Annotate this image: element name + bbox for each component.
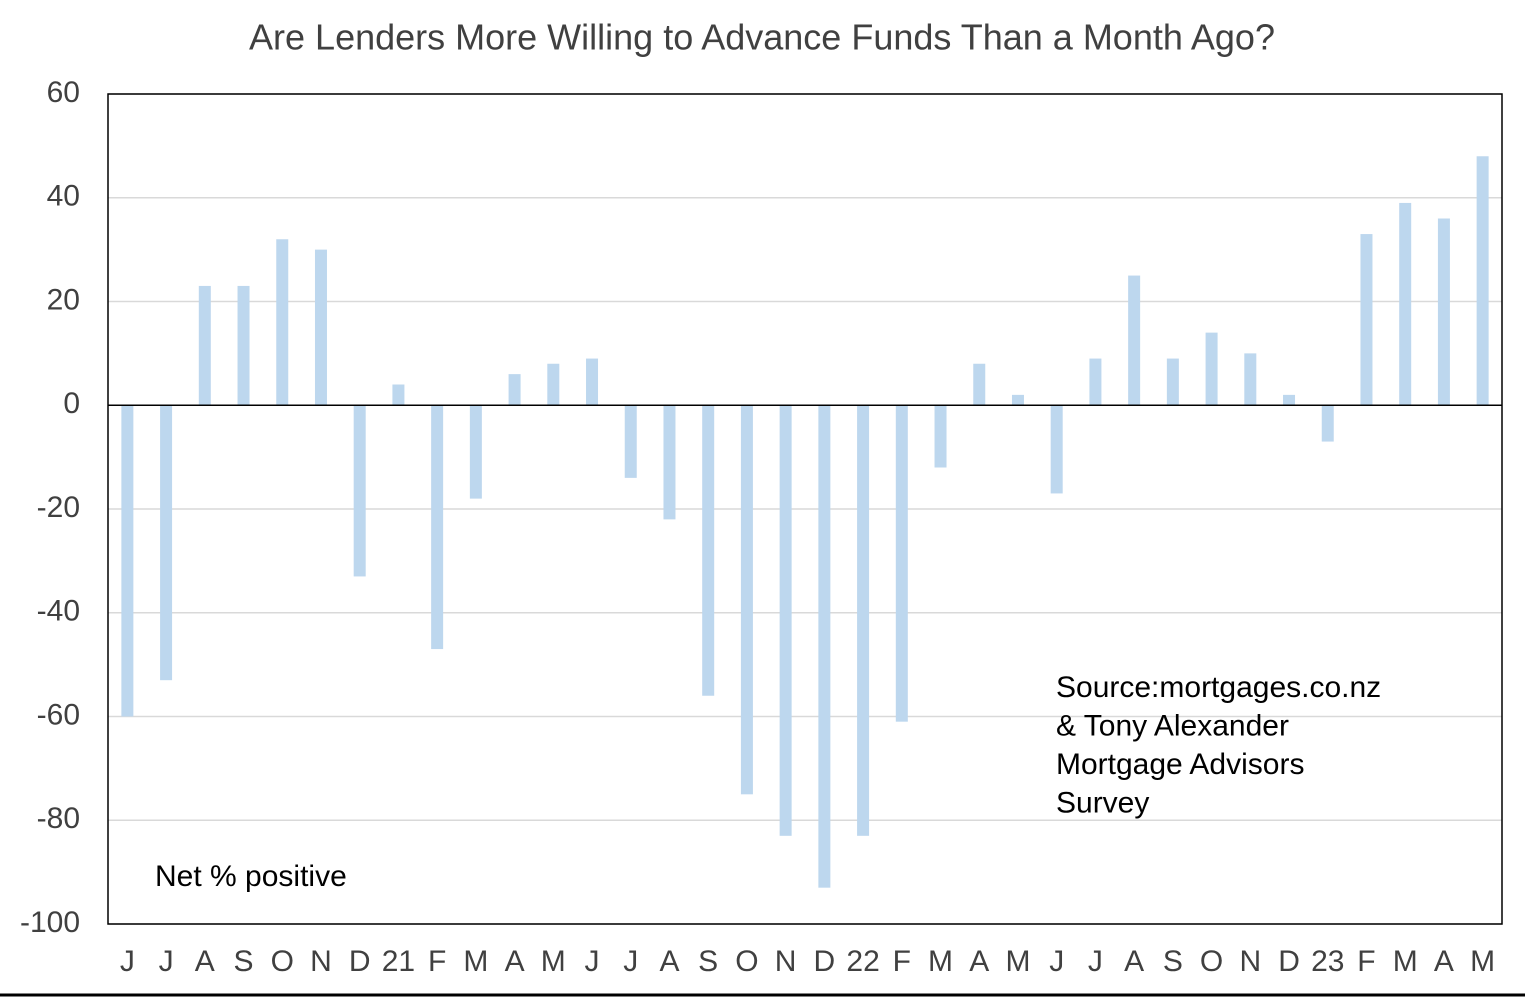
bar [1437,218,1450,406]
x-tick-label: S [698,945,718,978]
bar [663,405,676,520]
y-tick-label: 20 [47,283,80,316]
x-tick-label: M [1470,945,1495,978]
x-tick-label: 21 [382,945,415,978]
x-tick-label: D [1278,945,1300,978]
bar [779,405,792,836]
x-tick-label: J [623,945,638,978]
bar [818,405,831,888]
bar [1166,358,1179,406]
bar [1283,394,1296,406]
x-tick-label: S [1163,945,1183,978]
y-tick-label: 60 [47,76,80,109]
bar [1089,358,1102,406]
x-tick-label: N [775,945,797,978]
chart-title: Are Lenders More Willing to Advance Fund… [249,17,1275,58]
bar [857,405,870,836]
bar [1476,156,1489,406]
x-tick-label: S [234,945,254,978]
plot-frame [107,93,1503,925]
bar [276,239,289,406]
bar [1205,332,1218,406]
bar [237,285,250,406]
x-tick-label: F [428,945,446,978]
source-note: Mortgage Advisors [1056,748,1304,781]
source-note: Source:mortgages.co.nz [1056,671,1381,704]
x-tick-label: F [1357,945,1375,978]
source-note: & Tony Alexander [1056,709,1289,742]
y-tick-label: -80 [37,802,80,835]
y-tick-label: 0 [63,387,80,420]
bar [586,358,599,406]
x-tick-label: D [814,945,836,978]
y-tick-label: -40 [37,595,80,628]
x-tick-label: J [120,945,135,978]
x-tick-label: N [1239,945,1261,978]
x-tick-label: A [195,945,215,978]
bar [508,374,521,406]
bar [1128,275,1141,406]
bar [392,384,405,406]
x-tick-label: J [1088,945,1103,978]
bar [895,405,908,722]
bar [314,249,327,406]
bar [353,405,366,577]
bar [624,405,637,478]
unit-note: Net % positive [155,860,347,893]
x-tick-label: J [159,945,174,978]
y-tick-label: -20 [37,491,80,524]
bar [1050,405,1063,494]
x-tick-label: 23 [1311,945,1344,978]
bar [934,405,947,468]
source-note: Survey [1056,786,1149,819]
y-tick-label: -60 [37,698,80,731]
bar [973,363,986,406]
x-tick-label: M [1005,945,1030,978]
x-tick-label: A [659,945,679,978]
x-tick-label: A [1434,945,1454,978]
bar [431,405,444,650]
x-tick-label: M [1393,945,1418,978]
y-tick-label: 40 [47,180,80,213]
bar [547,363,560,406]
x-tick-label: 22 [846,945,879,978]
bar [1011,394,1024,406]
bar [1360,234,1373,406]
bar [1321,405,1334,442]
bar [198,285,211,406]
bar [160,405,173,681]
x-tick-label: A [505,945,525,978]
bar [121,405,134,717]
x-tick-label: F [893,945,911,978]
x-tick-label: J [1049,945,1064,978]
x-tick-label: O [1200,945,1223,978]
y-tick-label: -100 [20,906,80,939]
x-tick-label: D [349,945,371,978]
bar [702,405,715,696]
x-tick-label: M [541,945,566,978]
bar [740,405,753,795]
x-tick-label: M [463,945,488,978]
x-tick-label: M [928,945,953,978]
bar [469,405,482,499]
x-tick-label: O [271,945,294,978]
bar [1399,202,1412,406]
bar [1244,353,1257,406]
x-tick-label: N [310,945,332,978]
x-tick-label: A [1124,945,1144,978]
x-tick-label: A [969,945,989,978]
x-tick-label: O [735,945,758,978]
x-tick-label: J [585,945,600,978]
